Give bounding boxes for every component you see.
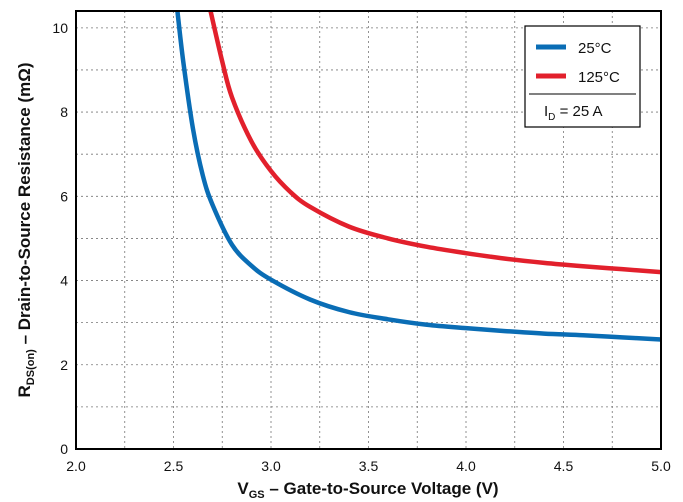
plot-frame (75, 10, 662, 450)
y-tick-label: 0 (60, 441, 68, 457)
x-tick-label: 4.5 (554, 458, 574, 474)
legend-label-125c: 125°C (578, 69, 620, 86)
y-tick-label: 4 (60, 273, 68, 289)
x-tick-label: 2.5 (164, 458, 184, 474)
y-tick-label: 2 (60, 357, 68, 373)
legend-note: ID = 25 A (544, 103, 603, 123)
x-tick-label: 2.0 (66, 458, 86, 474)
series-line-1 (208, 10, 662, 275)
series-lines (175, 10, 662, 342)
x-tick-label: 5.0 (651, 458, 671, 474)
y-tick-label: 6 (60, 188, 68, 204)
x-tick-label: 4.0 (456, 458, 476, 474)
grid (76, 11, 661, 449)
x-tick-label: 3.5 (359, 458, 379, 474)
series-line-0 (175, 10, 662, 342)
x-axis-title: VGS – Gate-to-Source Voltage (V) (237, 479, 498, 501)
y-tick-label: 8 (60, 104, 68, 120)
tick-labels: 2.0 2.5 3.0 3.5 4.0 4.5 5.0 0 2 4 6 8 10 (52, 20, 671, 474)
y-axis-title: RDS(on) – Drain-to-Source Resistance (mΩ… (15, 63, 37, 398)
legend-label-25c: 25°C (578, 40, 612, 57)
legend: 25°C 125°C ID = 25 A (524, 25, 641, 128)
y-tick-label: 10 (52, 20, 68, 36)
x-tick-label: 3.0 (261, 458, 281, 474)
